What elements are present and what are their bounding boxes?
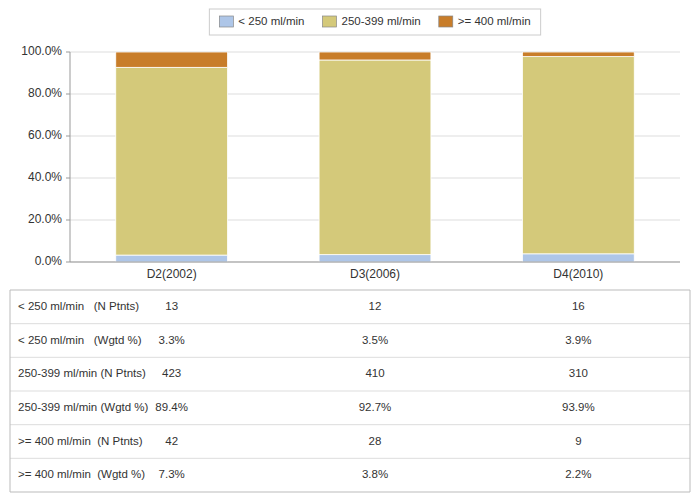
legend-label: < 250 ml/min [238, 15, 304, 27]
legend-box [209, 9, 540, 35]
legend-swatch [439, 16, 453, 27]
legend-swatch [219, 16, 233, 27]
legend-items: < 250 ml/min 250-399 ml/min >= 400 ml/min [219, 15, 530, 27]
table-cell: 12 [369, 300, 382, 312]
chart: 0.0% 20.0% 40.0% 60.0% 80.0% 100.0% D2(2002) D3… [0, 0, 700, 500]
legend-label: >= 400 ml/min [458, 15, 531, 27]
table-cell: 423 [162, 367, 181, 379]
y-tick [66, 136, 70, 137]
bar [116, 67, 228, 255]
legend-label: 250-399 ml/min [342, 15, 421, 27]
grid-line [70, 262, 680, 263]
table-cell: 16 [572, 300, 585, 312]
table: < 250 ml/min (N Ptnts) 13 12 16 < 250 ml/min… [10, 290, 690, 492]
x-tick-label: D2(2002) [147, 267, 197, 281]
x-tick-label: D4(2010) [553, 267, 603, 281]
table-cell: 3.8% [362, 468, 388, 480]
table-row-label: < 250 ml/min (Wgtd %) [18, 334, 142, 346]
table-cell: 2.2% [565, 468, 591, 480]
table-cell: 9 [575, 435, 581, 447]
y-tick-label: 100.0% [21, 44, 62, 58]
table-cell: 42 [165, 435, 178, 447]
table-border [10, 290, 11, 492]
bar [522, 254, 634, 262]
y-tick-label: 20.0% [28, 212, 62, 226]
table-cell: 92.7% [359, 401, 392, 413]
table-cell: 3.5% [362, 334, 388, 346]
table-border [690, 290, 691, 492]
table-cell: 28 [369, 435, 382, 447]
y-tick-label: 0.0% [35, 254, 63, 268]
table-cell: 89.4% [155, 401, 188, 413]
table-row-label: < 250 ml/min (N Ptnts) [18, 300, 139, 312]
table-row-label: 250-399 ml/min (Wgtd %) [18, 401, 149, 413]
table-row-label: >= 400 ml/min (N Ptnts) [18, 435, 143, 447]
table-cell: 93.9% [562, 401, 595, 413]
bar [116, 255, 228, 262]
grid [70, 52, 680, 262]
bar [319, 60, 431, 255]
bar [522, 57, 634, 254]
y-tick [66, 94, 70, 95]
bars [116, 52, 635, 262]
table-cell: 410 [365, 367, 384, 379]
table-row-label: >= 400 ml/min (Wgtd %) [18, 468, 145, 480]
y-axis: 0.0% 20.0% 40.0% 60.0% 80.0% 100.0% [21, 44, 70, 268]
table-cell: 310 [569, 367, 588, 379]
y-axis-line [70, 52, 71, 262]
table-line [10, 323, 690, 324]
x-axis: D2(2002) D3(2006) D4(2010) [147, 267, 604, 281]
table-line [10, 357, 690, 358]
legend-swatch [323, 16, 337, 27]
table-cell: 7.3% [159, 468, 185, 480]
table-line [10, 492, 690, 493]
y-tick [66, 220, 70, 221]
page: {"chart_data": { "type": "bar", "stacked… [0, 0, 700, 500]
table-line [10, 458, 690, 459]
table-line [10, 391, 690, 392]
y-tick [66, 178, 70, 179]
table-line [10, 290, 690, 291]
table-cell: 3.3% [159, 334, 185, 346]
table-row-label: 250-399 ml/min (N Ptnts) [18, 367, 146, 379]
table-line [10, 424, 690, 425]
y-tick [66, 52, 70, 53]
y-tick [66, 262, 70, 263]
bar [522, 52, 634, 57]
y-tick-label: 60.0% [28, 128, 62, 142]
bar [319, 255, 431, 262]
table-cell: 13 [165, 300, 178, 312]
x-tick-label: D3(2006) [350, 267, 400, 281]
bar [116, 52, 228, 67]
x-axis-line [70, 262, 680, 263]
y-tick-label: 40.0% [28, 170, 62, 184]
bar [319, 52, 431, 60]
y-tick-label: 80.0% [28, 86, 62, 100]
table-cell: 3.9% [565, 334, 591, 346]
legend: < 250 ml/min 250-399 ml/min >= 400 ml/min [209, 9, 540, 35]
